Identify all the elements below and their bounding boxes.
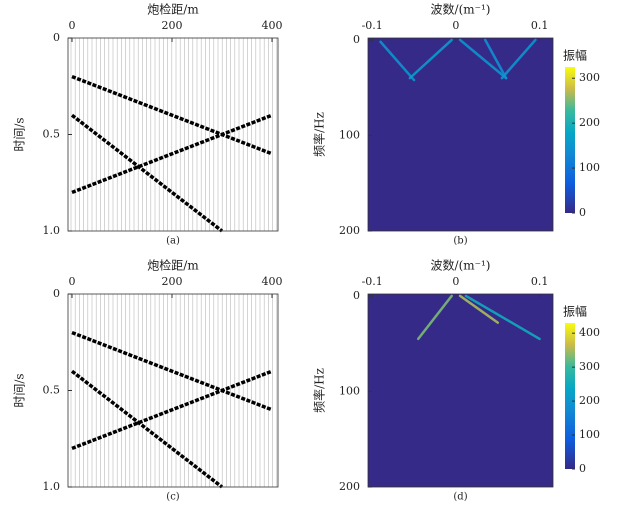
energy-streak <box>483 38 508 80</box>
y-tick-label: 200 <box>339 480 360 493</box>
y-tick-label: 200 <box>339 224 360 237</box>
event <box>70 369 224 489</box>
energy-streak <box>458 294 500 324</box>
y-axis-label: 频率/Hz <box>312 112 327 157</box>
colorbar-tick-label: 200 <box>579 116 600 129</box>
y-tick-label: 100 <box>339 384 360 397</box>
y-tick-label: 0 <box>353 33 360 46</box>
colorbar-tick-label: 300 <box>579 71 600 84</box>
event <box>71 330 273 412</box>
colorbar-tick-label: 200 <box>579 394 600 407</box>
caption: (c) <box>166 492 180 503</box>
energy-streak <box>464 294 541 341</box>
y-tick-label: 0.5 <box>43 384 61 397</box>
y-tick-label: 1.0 <box>43 224 61 237</box>
y-tick-label: 0 <box>53 31 60 44</box>
energy-streak <box>379 40 416 82</box>
x-tick-label: 200 <box>162 275 183 288</box>
colorbar-tick-label: 400 <box>579 326 600 339</box>
colorbar <box>565 323 575 469</box>
energy-streak <box>500 38 537 80</box>
x-tick-label: 200 <box>162 19 183 32</box>
plot-frame <box>367 293 554 488</box>
colorbar-label: 振幅 <box>563 48 587 63</box>
y-tick-label: 1.0 <box>43 480 61 493</box>
colorbar-tick-label: 100 <box>579 428 600 441</box>
x-tick-label: 400 <box>262 19 283 32</box>
plot-background <box>368 38 553 231</box>
colorbar-tick-label: 0 <box>579 206 586 219</box>
x-tick-label: 0 <box>452 275 459 288</box>
event <box>71 113 273 195</box>
x-tick-label: 0 <box>69 19 76 32</box>
event <box>71 369 273 451</box>
caption: (a) <box>166 236 180 247</box>
x-tick-label: -0.1 <box>362 275 383 288</box>
event <box>71 74 273 156</box>
energy-streak <box>458 38 508 80</box>
x-tick-label: 0.1 <box>531 19 549 32</box>
plot-background <box>368 294 553 487</box>
caption: (b) <box>453 236 467 247</box>
event <box>70 113 224 233</box>
x-tick-label: 0 <box>452 19 459 32</box>
x-tick-label: 0 <box>69 275 76 288</box>
x-tick-label: 400 <box>262 275 283 288</box>
colorbar <box>565 67 575 213</box>
y-tick-label: 0 <box>53 287 60 300</box>
colorbar-label: 振幅 <box>563 304 587 319</box>
x-tick-label: 0.1 <box>531 275 549 288</box>
y-tick-label: 0.5 <box>43 128 61 141</box>
y-axis-label: 频率/Hz <box>312 368 327 413</box>
colorbar-tick-label: 300 <box>579 360 600 373</box>
energy-streak <box>416 294 453 341</box>
x-axis-label: 波数/(m⁻¹) <box>431 2 491 17</box>
y-axis-label: 时间/s <box>13 373 27 407</box>
caption: (d) <box>453 492 467 503</box>
y-tick-label: 0 <box>353 289 360 302</box>
plot-frame <box>367 37 554 232</box>
y-tick-label: 100 <box>339 128 360 141</box>
energy-streak <box>408 38 453 80</box>
y-axis-label: 时间/s <box>13 117 27 151</box>
colorbar-tick-label: 0 <box>579 462 586 475</box>
x-tick-label: -0.1 <box>362 19 383 32</box>
colorbar-tick-label: 100 <box>579 161 600 174</box>
x-axis-label: 炮检距/m <box>147 2 199 17</box>
x-axis-label: 炮检距/m <box>147 258 199 273</box>
x-axis-label: 波数/(m⁻¹) <box>431 258 491 273</box>
